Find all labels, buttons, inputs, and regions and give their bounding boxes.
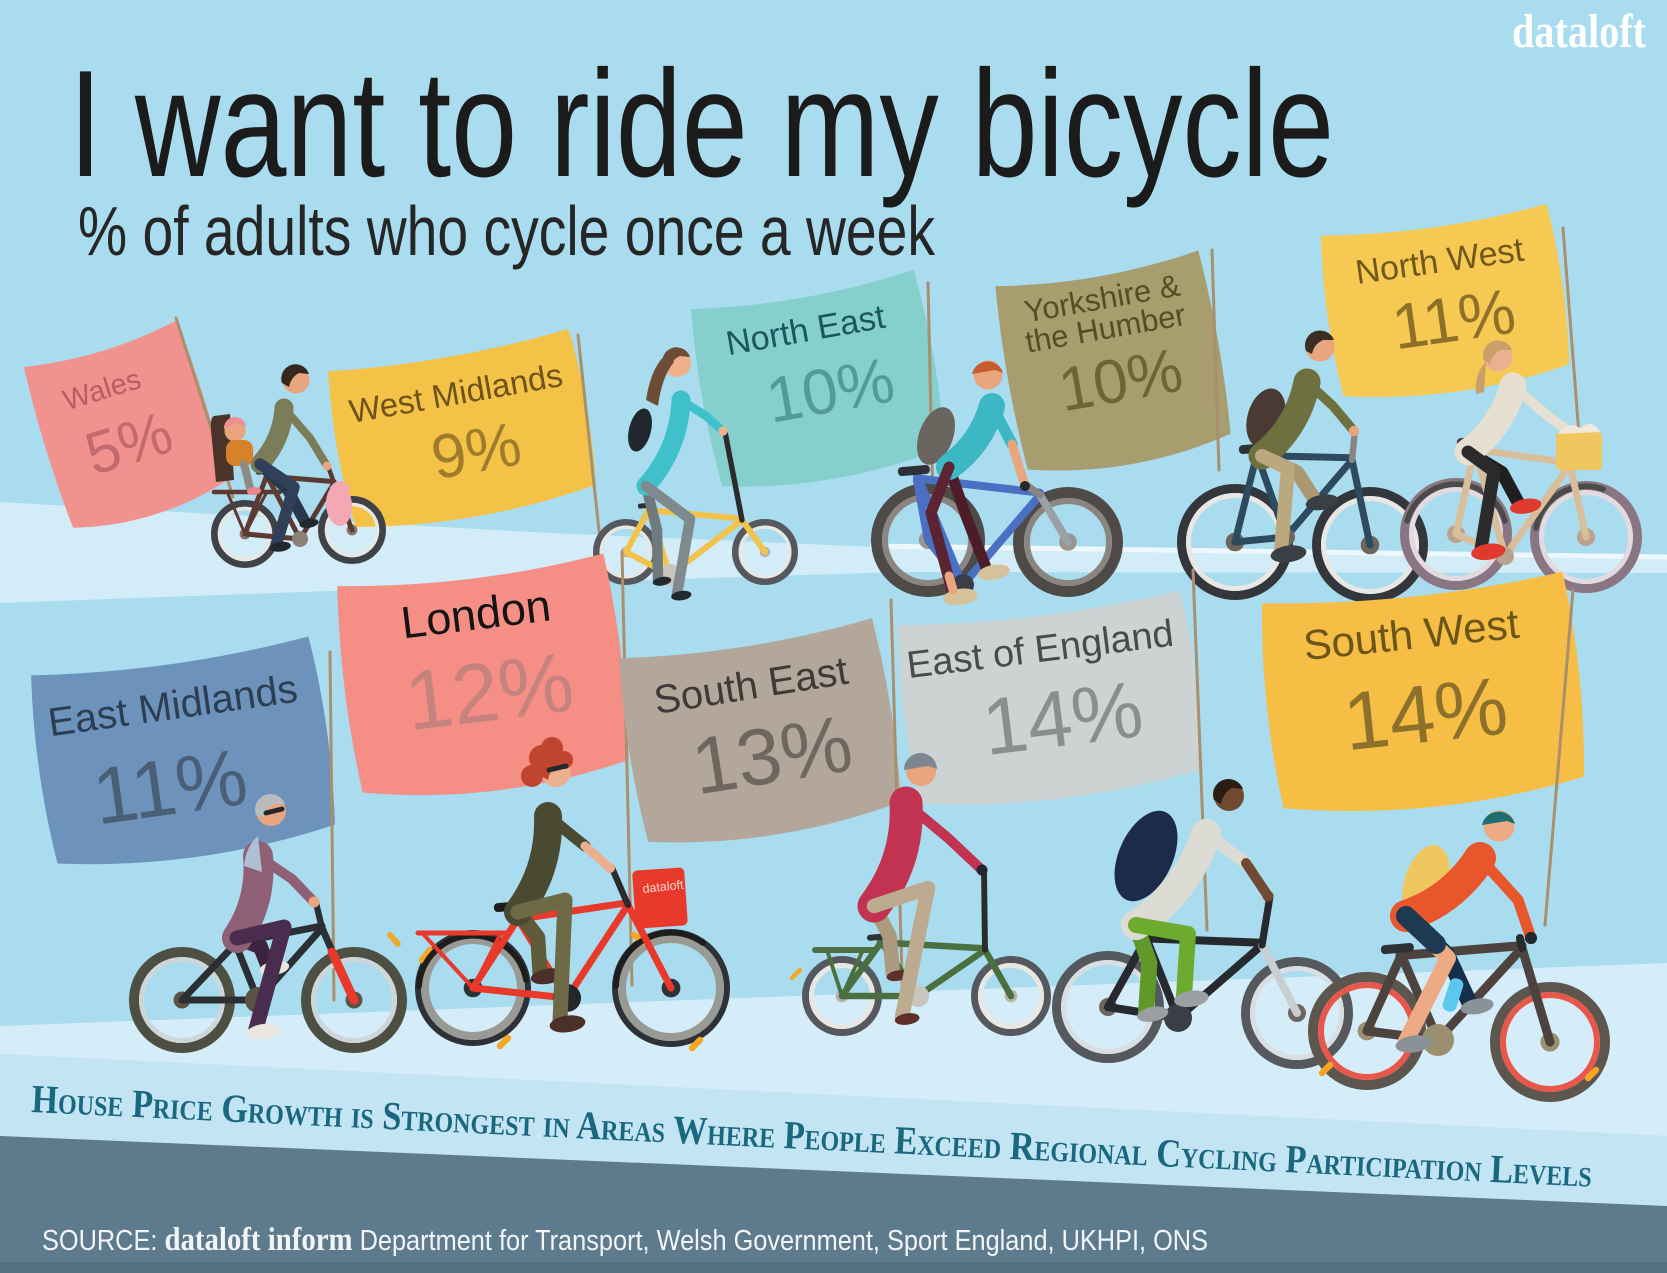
svg-text:12%: 12%	[400, 634, 578, 748]
svg-text:14%: 14%	[1339, 661, 1512, 769]
svg-text:14%: 14%	[978, 664, 1148, 772]
svg-text:dataloft: dataloft	[1512, 5, 1646, 58]
svg-text:SOURCE: dataloft inform Depart: SOURCE: dataloft inform Department for T…	[42, 1222, 1208, 1258]
svg-text:9%: 9%	[426, 410, 526, 494]
svg-text:11%: 11%	[87, 732, 252, 842]
svg-text:dataloft: dataloft	[642, 878, 685, 896]
svg-text:I want to ride my bicycle: I want to ride my bicycle	[69, 39, 1334, 209]
svg-text:% of adults who cycle once a w: % of adults who cycle once a week	[78, 192, 936, 270]
